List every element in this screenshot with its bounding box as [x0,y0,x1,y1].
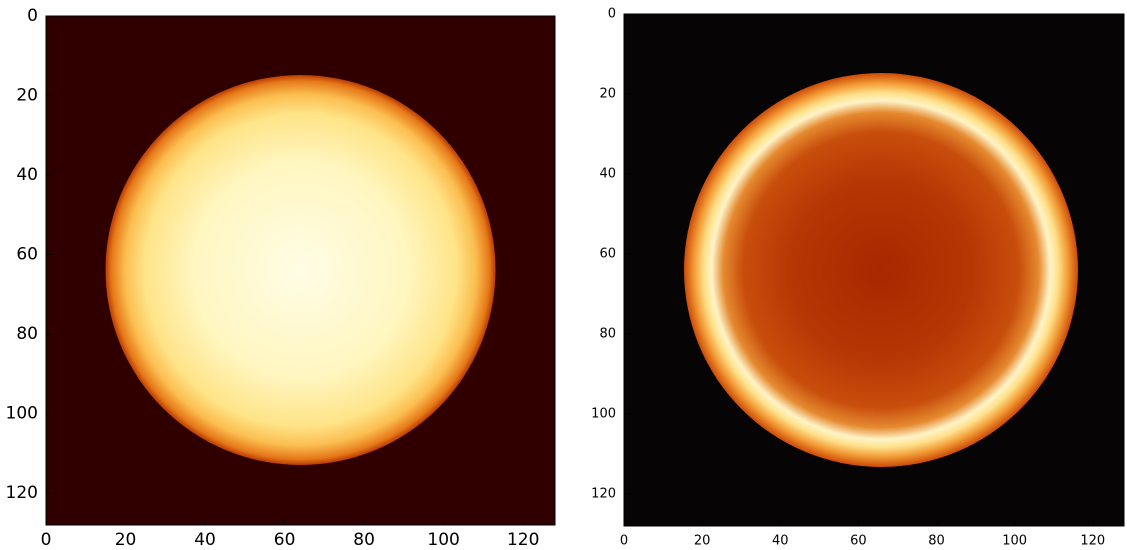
left-panel [45,15,556,526]
y-tick-label: 120 [6,483,38,503]
y-tick-label: 60 [599,247,616,262]
image-disc [105,75,496,465]
x-tick-label: 100 [1002,534,1027,549]
x-tick-label: 100 [427,530,459,550]
y-tick-label: 0 [608,7,616,22]
x-tick-label: 60 [274,530,296,550]
x-tick-label: 80 [353,530,375,550]
x-tick-label: 60 [850,534,867,549]
axes-frame [623,13,1125,527]
x-tick-label: 0 [41,530,52,550]
image-disc [684,73,1078,467]
x-tick-label: 120 [507,530,539,550]
y-tick-label: 40 [16,165,38,185]
x-tick-label: 0 [620,534,628,549]
x-tick-label: 120 [1080,534,1105,549]
axes-frame [45,15,556,526]
x-tick-label: 40 [772,534,789,549]
x-tick-label: 20 [115,530,137,550]
y-tick-label: 100 [591,407,616,422]
y-tick-label: 0 [27,6,38,26]
y-tick-label: 40 [599,167,616,182]
y-tick-label: 100 [6,404,38,424]
x-tick-label: 20 [694,534,711,549]
y-tick-label: 120 [591,487,616,502]
y-tick-label: 20 [16,86,38,106]
y-tick-label: 80 [16,324,38,344]
x-tick-label: 80 [928,534,945,549]
y-tick-label: 20 [599,87,616,102]
right-panel [623,13,1125,527]
y-tick-label: 60 [16,245,38,265]
y-tick-label: 80 [599,327,616,342]
x-tick-label: 40 [194,530,216,550]
